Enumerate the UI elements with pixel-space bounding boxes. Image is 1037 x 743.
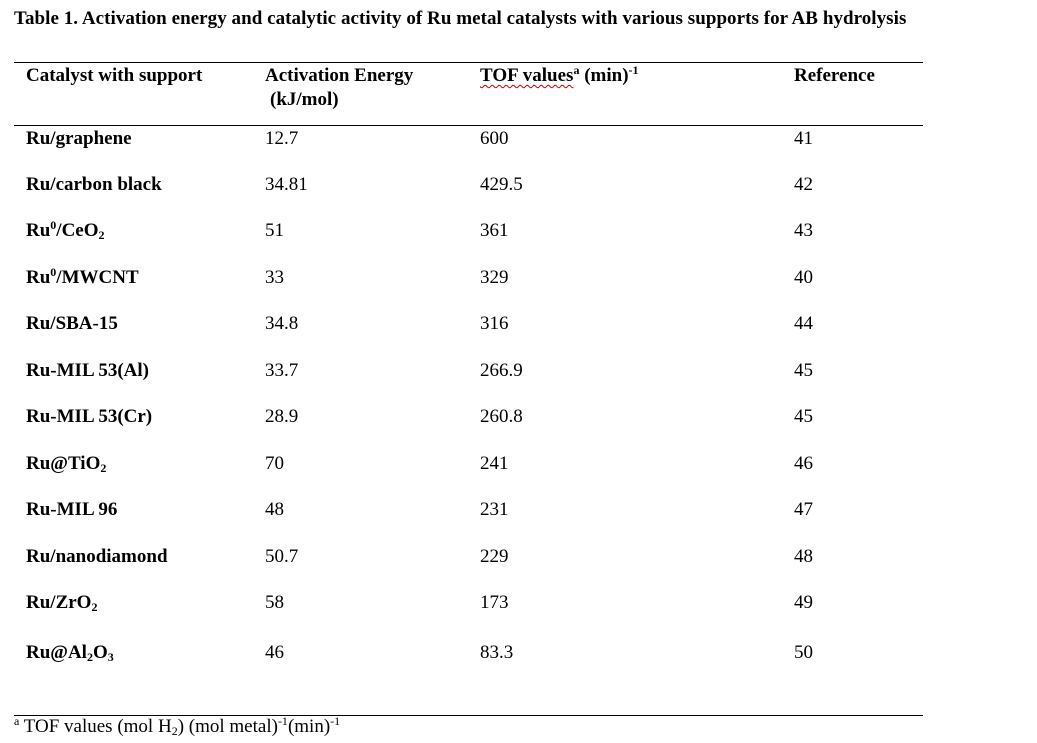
catalyst-name-part: Ru@Al	[26, 642, 87, 663]
header-tof-label: TOF values	[480, 65, 574, 86]
activation-energy-cell: 28.9	[265, 406, 299, 427]
bottom-rule	[14, 715, 923, 716]
catalyst-name-part: /MWCNT	[56, 267, 139, 288]
catalyst-name-part: 0	[50, 265, 57, 279]
catalyst-name-part: Ru	[26, 267, 51, 288]
tof-cell: 231	[480, 499, 509, 520]
header-tof: TOF valuesa (min)-1	[480, 64, 639, 88]
footnote-text-2: ) (mol metal)	[177, 716, 278, 737]
catalyst-name-part: Ru/carbon black	[26, 174, 162, 195]
catalyst-name-part: 3	[107, 650, 114, 664]
footnote-text-1: TOF values (mol H	[19, 716, 172, 737]
tof-cell: 361	[480, 220, 509, 241]
catalyst-name-part: Ru-MIL 53(Al)	[26, 360, 149, 381]
catalyst-cell: Ru/ZrO2	[26, 591, 97, 615]
tof-cell: 260.8	[480, 406, 523, 427]
catalyst-name-part: Ru	[26, 220, 51, 241]
reference-cell: 49	[794, 592, 813, 613]
catalyst-name-part: Ru/graphene	[26, 128, 132, 149]
reference-cell: 45	[794, 360, 813, 381]
catalyst-name-part: 2	[100, 461, 107, 475]
catalyst-name-part: Ru/nanodiamond	[26, 546, 168, 567]
tof-cell: 329	[480, 267, 509, 288]
header-tof-unit: (min)	[579, 65, 629, 86]
activation-energy-cell: 34.8	[265, 313, 299, 334]
header-activation-energy: Activation Energy (kJ/mol)	[265, 64, 413, 112]
footnote-sub-1: 2	[171, 724, 178, 738]
tof-cell: 429.5	[480, 174, 523, 195]
tof-cell: 229	[480, 546, 509, 567]
activation-energy-cell: 70	[265, 453, 284, 474]
catalyst-cell: Ru@TiO2	[26, 452, 106, 476]
tof-cell: 316	[480, 313, 509, 334]
reference-cell: 50	[794, 642, 813, 663]
catalyst-name-part: O	[92, 642, 108, 663]
footnote-text-3: (min)	[287, 716, 331, 737]
reference-cell: 46	[794, 453, 813, 474]
catalyst-name-part: Ru/SBA-15	[26, 313, 118, 334]
catalyst-name-part: 0	[50, 218, 57, 232]
activation-energy-cell: 33.7	[265, 360, 299, 381]
catalyst-cell: Ru@Al2O3	[26, 641, 114, 665]
header-activation-energy-unit: (kJ/mol)	[270, 89, 339, 110]
catalyst-name-part: Ru/ZrO	[26, 592, 92, 613]
reference-cell: 47	[794, 499, 813, 520]
activation-energy-cell: 33	[265, 267, 284, 288]
footnote-sup-1: -1	[277, 714, 288, 728]
catalyst-name-part: Ru@TiO	[26, 453, 101, 474]
reference-cell: 41	[794, 128, 813, 149]
catalyst-name-part: 2	[91, 600, 98, 614]
header-catalyst: Catalyst with support	[26, 65, 203, 86]
activation-energy-cell: 46	[265, 642, 284, 663]
reference-cell: 44	[794, 313, 813, 334]
header-rule	[14, 125, 923, 126]
tof-cell: 600	[480, 128, 509, 149]
activation-energy-cell: 48	[265, 499, 284, 520]
table-footnote: a TOF values (mol H2) (mol metal)-1(min)…	[14, 714, 341, 738]
catalyst-cell: Ru/nanodiamond	[26, 545, 168, 569]
tof-cell: 83.3	[480, 642, 514, 663]
catalyst-cell: Ru0/CeO2	[26, 219, 105, 243]
catalyst-cell: Ru/graphene	[26, 127, 132, 151]
catalyst-cell: Ru-MIL 53(Al)	[26, 359, 149, 383]
catalyst-cell: Ru/carbon black	[26, 173, 162, 197]
activation-energy-cell: 58	[265, 592, 284, 613]
catalyst-name-part: Ru-MIL 53(Cr)	[26, 406, 153, 427]
header-tof-unit-exponent: -1	[628, 63, 639, 77]
header-activation-energy-line1: Activation Energy	[265, 65, 414, 86]
activation-energy-cell: 34.81	[265, 174, 308, 195]
reference-cell: 40	[794, 267, 813, 288]
header-tof-footnote-mark: a	[573, 63, 580, 77]
activation-energy-cell: 50.7	[265, 546, 299, 567]
catalyst-cell: Ru/SBA-15	[26, 312, 118, 336]
tof-cell: 173	[480, 592, 509, 613]
header-reference: Reference	[794, 65, 875, 86]
tof-cell: 266.9	[480, 360, 523, 381]
catalyst-cell: Ru0/MWCNT	[26, 266, 139, 290]
activation-energy-cell: 12.7	[265, 128, 299, 149]
catalyst-name-part: 2	[86, 650, 93, 664]
tof-cell: 241	[480, 453, 509, 474]
activation-energy-cell: 51	[265, 220, 284, 241]
catalyst-name-part: 2	[98, 228, 105, 242]
catalyst-cell: Ru-MIL 53(Cr)	[26, 405, 152, 429]
reference-cell: 45	[794, 406, 813, 427]
catalyst-name-part: /CeO	[56, 220, 99, 241]
table-title: Table 1. Activation energy and catalytic…	[14, 8, 907, 29]
catalyst-cell: Ru-MIL 96	[26, 498, 117, 522]
catalyst-name-part: Ru-MIL 96	[26, 499, 118, 520]
reference-cell: 43	[794, 220, 813, 241]
reference-cell: 48	[794, 546, 813, 567]
top-rule	[14, 62, 923, 63]
reference-cell: 42	[794, 174, 813, 195]
footnote-mark: a	[14, 714, 20, 728]
footnote-sup-2: -1	[330, 714, 341, 728]
